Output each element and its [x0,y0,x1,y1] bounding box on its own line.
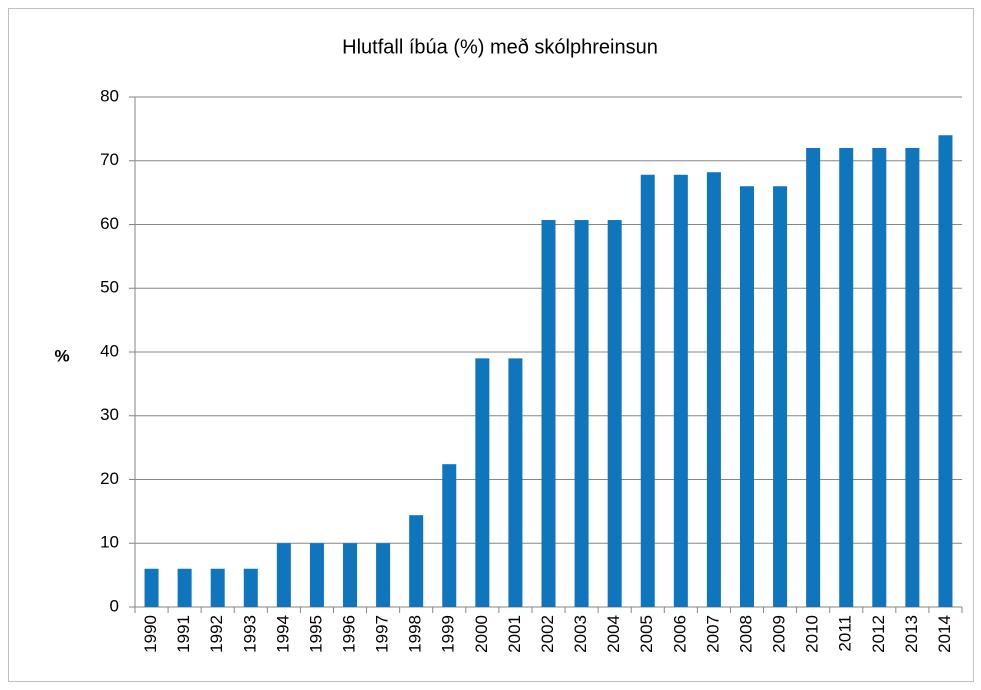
bar [144,568,159,607]
y-tick-label: 30 [100,405,119,424]
bar [905,148,920,607]
bar [574,220,589,607]
x-tick-label: 2011 [836,615,855,652]
bar [475,358,490,607]
bar [640,174,655,607]
bar [343,543,358,607]
x-tick-label: 1991 [174,615,193,653]
bar [739,186,754,607]
y-tick-label: 0 [110,596,119,615]
x-tick-label: 2004 [604,615,623,653]
x-tick-label: 1992 [207,615,226,653]
bar [872,148,887,607]
y-tick-label: 20 [100,469,119,488]
chart-title: Hlutfall íbúa (%) með skólphreinsun [342,36,658,58]
x-tick-label: 1993 [240,615,259,653]
bar [508,358,523,607]
x-tick-label: 2007 [703,615,722,653]
x-tick-label: 2014 [935,615,954,653]
bar [806,148,821,607]
y-tick-label: 10 [100,533,119,552]
x-tick-label: 2012 [869,615,888,653]
bar [210,568,225,607]
bar [276,543,291,607]
bar [541,220,556,607]
y-tick-label: 60 [100,214,119,233]
bar [607,220,622,607]
x-tick-label: 1990 [141,615,160,653]
bar [839,148,854,607]
x-tick-label: 2008 [736,615,755,653]
x-tick-label: 1999 [439,615,458,653]
x-tick-label: 2013 [902,615,921,653]
y-tick-label: 40 [100,341,119,360]
bar [309,543,324,607]
x-tick-label: 2006 [670,615,689,653]
bar [938,135,953,607]
bar [177,568,192,607]
bar [409,515,424,607]
x-tick-label: 1995 [306,615,325,653]
bar [442,464,457,607]
x-tick-label: 2002 [538,615,557,653]
y-tick-label: 80 [100,86,119,105]
y-axis-label: % [54,346,69,365]
x-tick-label: 2001 [505,615,524,653]
x-tick-label: 2010 [803,615,822,653]
y-tick-label: 50 [100,278,119,297]
bar [773,186,788,607]
x-tick-label: 2000 [472,615,491,653]
bar [673,174,688,607]
x-tick-label: 2009 [770,615,789,653]
x-tick-label: 1998 [406,615,425,653]
bar [243,568,258,607]
x-tick-label: 1996 [340,615,359,653]
x-tick-label: 2003 [571,615,590,653]
y-tick-label: 70 [100,150,119,169]
x-tick-label: 2005 [637,615,656,653]
bar [376,543,391,607]
x-tick-label: 1994 [273,615,292,653]
x-tick-label: 1997 [373,615,392,653]
bar [706,172,721,607]
